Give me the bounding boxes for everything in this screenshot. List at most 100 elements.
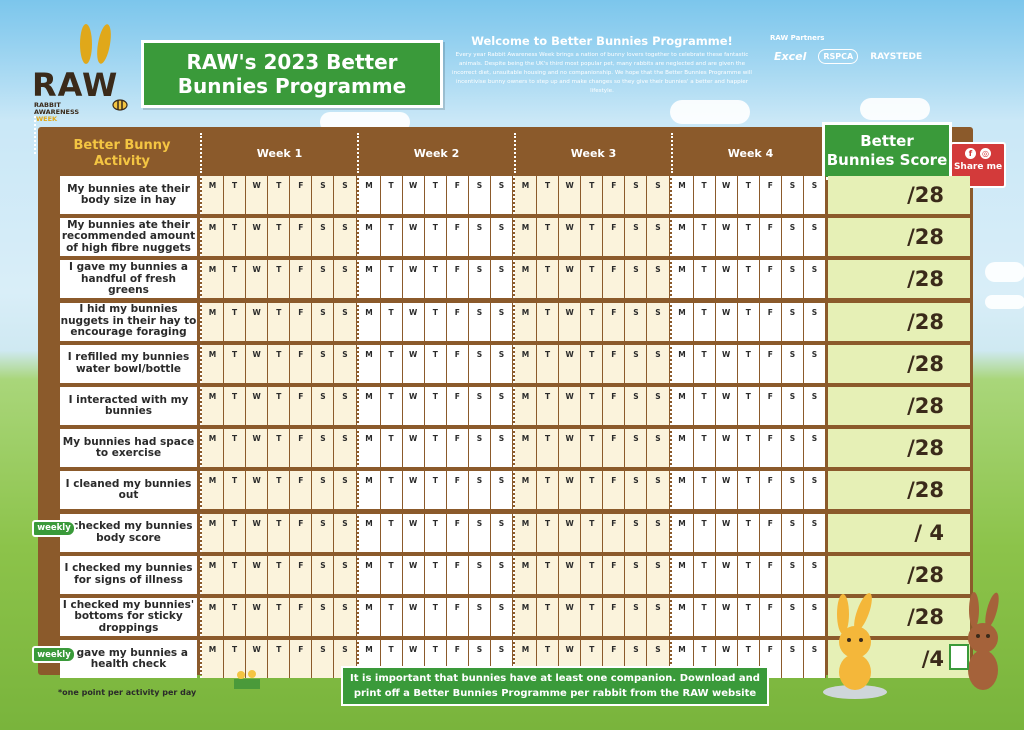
day-checkbox-cell[interactable]: S — [312, 218, 335, 257]
day-checkbox-cell[interactable]: S — [803, 302, 827, 341]
day-checkbox-cell[interactable]: T — [581, 513, 604, 552]
day-checkbox-cell[interactable]: S — [647, 387, 670, 425]
day-checkbox-cell[interactable]: S — [625, 598, 648, 636]
day-checkbox-cell[interactable]: S — [334, 513, 357, 552]
day-checkbox-cell[interactable]: W — [715, 513, 738, 552]
day-checkbox-cell[interactable]: F — [759, 513, 782, 552]
day-checkbox-cell[interactable]: S — [781, 218, 804, 257]
day-checkbox-cell[interactable]: W — [402, 218, 425, 257]
day-checkbox-cell[interactable]: W — [246, 513, 269, 552]
day-checkbox-cell[interactable]: W — [559, 344, 582, 383]
day-checkbox-cell[interactable]: S — [468, 513, 491, 552]
day-checkbox-cell[interactable]: F — [290, 344, 313, 383]
day-checkbox-cell[interactable]: S — [625, 302, 648, 341]
day-checkbox-cell[interactable]: W — [715, 598, 738, 636]
day-checkbox-cell[interactable]: S — [334, 218, 357, 257]
day-checkbox-cell[interactable]: M — [671, 387, 694, 425]
day-checkbox-cell[interactable]: S — [647, 429, 670, 468]
day-checkbox-cell[interactable]: S — [490, 302, 514, 341]
day-checkbox-cell[interactable]: M — [515, 218, 538, 257]
day-checkbox-cell[interactable]: T — [424, 429, 447, 468]
day-checkbox-cell[interactable]: T — [581, 429, 604, 468]
day-checkbox-cell[interactable]: M — [358, 471, 381, 510]
day-checkbox-cell[interactable]: F — [446, 513, 469, 552]
day-checkbox-cell[interactable]: W — [559, 176, 582, 214]
day-checkbox-cell[interactable]: W — [715, 260, 738, 299]
day-checkbox-cell[interactable]: S — [312, 429, 335, 468]
day-checkbox-cell[interactable]: W — [559, 555, 582, 594]
day-checkbox-cell[interactable]: W — [246, 429, 269, 468]
day-checkbox-cell[interactable]: T — [537, 555, 560, 594]
day-checkbox-cell[interactable]: W — [402, 555, 425, 594]
day-checkbox-cell[interactable]: F — [759, 260, 782, 299]
day-checkbox-cell[interactable]: T — [268, 176, 291, 214]
day-checkbox-cell[interactable]: M — [358, 555, 381, 594]
day-checkbox-cell[interactable]: T — [224, 513, 247, 552]
day-checkbox-cell[interactable]: F — [759, 387, 782, 425]
day-checkbox-cell[interactable]: S — [781, 640, 804, 679]
day-checkbox-cell[interactable]: F — [290, 218, 313, 257]
day-checkbox-cell[interactable]: S — [468, 387, 491, 425]
day-checkbox-cell[interactable]: F — [759, 344, 782, 383]
day-checkbox-cell[interactable]: S — [625, 176, 648, 214]
day-checkbox-cell[interactable]: F — [446, 555, 469, 594]
day-checkbox-cell[interactable]: S — [647, 471, 670, 510]
score-cell[interactable]: /28 — [828, 302, 970, 341]
day-checkbox-cell[interactable]: T — [224, 344, 247, 383]
day-checkbox-cell[interactable]: T — [737, 218, 760, 257]
day-checkbox-cell[interactable]: S — [490, 471, 514, 510]
day-checkbox-cell[interactable]: S — [468, 471, 491, 510]
day-checkbox-cell[interactable]: F — [446, 260, 469, 299]
day-checkbox-cell[interactable]: W — [246, 598, 269, 636]
day-checkbox-cell[interactable]: F — [759, 302, 782, 341]
day-checkbox-cell[interactable]: W — [402, 513, 425, 552]
day-checkbox-cell[interactable]: M — [515, 344, 538, 383]
day-checkbox-cell[interactable]: S — [647, 555, 670, 594]
day-checkbox-cell[interactable]: F — [446, 429, 469, 468]
day-checkbox-cell[interactable]: S — [803, 598, 827, 636]
day-checkbox-cell[interactable]: W — [559, 260, 582, 299]
day-checkbox-cell[interactable]: M — [515, 429, 538, 468]
day-checkbox-cell[interactable]: F — [603, 344, 626, 383]
day-checkbox-cell[interactable]: F — [759, 218, 782, 257]
day-checkbox-cell[interactable]: T — [737, 176, 760, 214]
day-checkbox-cell[interactable]: F — [446, 387, 469, 425]
day-checkbox-cell[interactable]: S — [803, 555, 827, 594]
day-checkbox-cell[interactable]: T — [268, 640, 291, 679]
day-checkbox-cell[interactable]: T — [424, 176, 447, 214]
day-checkbox-cell[interactable]: S — [490, 429, 514, 468]
day-checkbox-cell[interactable]: T — [737, 429, 760, 468]
day-checkbox-cell[interactable]: T — [693, 176, 716, 214]
day-checkbox-cell[interactable]: M — [202, 555, 225, 594]
day-checkbox-cell[interactable]: W — [402, 429, 425, 468]
day-checkbox-cell[interactable]: M — [358, 387, 381, 425]
day-checkbox-cell[interactable]: F — [290, 640, 313, 679]
day-checkbox-cell[interactable]: S — [468, 302, 491, 341]
day-checkbox-cell[interactable]: S — [490, 260, 514, 299]
day-checkbox-cell[interactable]: W — [246, 260, 269, 299]
day-checkbox-cell[interactable]: T — [581, 555, 604, 594]
score-cell[interactable]: /28 — [828, 387, 970, 425]
day-checkbox-cell[interactable]: T — [268, 513, 291, 552]
day-checkbox-cell[interactable]: T — [380, 429, 403, 468]
day-checkbox-cell[interactable]: F — [603, 555, 626, 594]
day-checkbox-cell[interactable]: F — [603, 176, 626, 214]
day-checkbox-cell[interactable]: T — [581, 598, 604, 636]
day-checkbox-cell[interactable]: W — [402, 260, 425, 299]
day-checkbox-cell[interactable]: S — [781, 387, 804, 425]
day-checkbox-cell[interactable]: M — [358, 218, 381, 257]
day-checkbox-cell[interactable]: T — [424, 598, 447, 636]
day-checkbox-cell[interactable]: S — [490, 344, 514, 383]
day-checkbox-cell[interactable]: T — [224, 260, 247, 299]
day-checkbox-cell[interactable]: T — [693, 218, 716, 257]
day-checkbox-cell[interactable]: M — [515, 555, 538, 594]
day-checkbox-cell[interactable]: S — [803, 429, 827, 468]
day-checkbox-cell[interactable]: S — [468, 429, 491, 468]
day-checkbox-cell[interactable]: T — [380, 598, 403, 636]
day-checkbox-cell[interactable]: T — [224, 429, 247, 468]
score-cell[interactable]: / 4 — [828, 513, 970, 552]
day-checkbox-cell[interactable]: F — [603, 471, 626, 510]
day-checkbox-cell[interactable]: W — [246, 218, 269, 257]
day-checkbox-cell[interactable]: M — [358, 176, 381, 214]
day-checkbox-cell[interactable]: F — [603, 429, 626, 468]
